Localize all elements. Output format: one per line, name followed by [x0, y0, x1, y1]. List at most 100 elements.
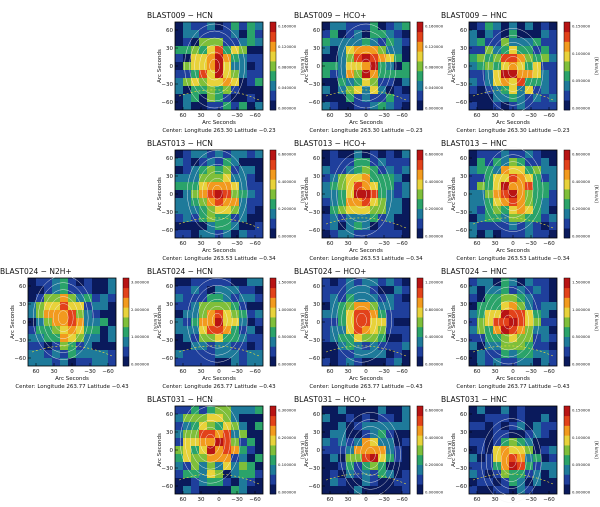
x-tick-label: 0: [364, 497, 368, 503]
y-axis-label: Arc Seconds: [304, 49, 310, 83]
panel-title: BLAST031 − HCO+: [294, 395, 366, 404]
contour-lines: [325, 277, 407, 363]
x-tick-label: 0: [364, 241, 368, 247]
colorbar: 0.150000 0.100000 0.050000 0.000000 [K km/s]: [563, 405, 599, 495]
y-tick-label: 60: [313, 156, 320, 162]
x-tick-label: 30: [51, 369, 58, 375]
colorbar-tick-label: 1.000000: [572, 307, 591, 312]
contour-lines: [31, 275, 113, 360]
x-tick-label: −60: [543, 497, 555, 503]
y-tick-label: −60: [161, 100, 173, 106]
spectral-map-panel: BLAST031 − HCO+ 60 30 0 −30 −60 Arc Seconds 60 3…: [294, 395, 452, 507]
y-tick-label: −30: [161, 82, 173, 88]
intensity-map: [322, 278, 410, 366]
colorbar-unit-label: [K km/s]: [447, 441, 452, 459]
y-tick-label: 0: [464, 448, 468, 454]
x-axis-label: Arc Seconds: [496, 376, 530, 382]
colorbar-unit-label: [K km/s]: [594, 313, 599, 331]
y-tick-label: −60: [161, 356, 173, 362]
y-tick-label: 60: [313, 412, 320, 418]
y-tick-label: 60: [460, 284, 467, 290]
x-tick-label: −30: [231, 369, 243, 375]
y-tick-label: 60: [166, 284, 173, 290]
colorbar-tick-label: 0.400000: [425, 334, 444, 339]
y-tick-label: −60: [308, 356, 320, 362]
y-tick-label: 60: [19, 284, 26, 290]
panel-title: BLAST013 − HCN: [147, 139, 213, 148]
x-tick-label: 60: [474, 369, 481, 375]
panel-title: BLAST013 − HNC: [441, 139, 507, 148]
y-tick-label: 0: [170, 320, 174, 326]
colorbar-tick-label: 0.000000: [425, 362, 444, 367]
y-tick-label: 0: [170, 64, 174, 70]
x-tick-label: 30: [345, 497, 352, 503]
panel-title: BLAST013 − HCO+: [294, 139, 366, 148]
x-tick-label: 60: [180, 241, 187, 247]
panel-title: BLAST031 − HNC: [441, 395, 507, 404]
y-tick-label: 30: [166, 174, 173, 180]
x-tick-label: −60: [396, 497, 408, 503]
intensity-map: [175, 22, 263, 110]
colorbar: 0.600000 0.400000 0.200000 0.000000 [K km/s]: [416, 149, 452, 239]
intensity-map: [322, 406, 410, 494]
colorbar-tick-label: 0.500000: [572, 334, 591, 339]
spectral-map-panel: BLAST024 − HNC 60 30 0 −30 −60 Arc Seconds 60 30…: [441, 267, 599, 390]
y-tick-label: −60: [308, 100, 320, 106]
y-tick-label: 30: [460, 174, 467, 180]
colorbar-tick-label: 0.040000: [425, 85, 444, 90]
colorbar: 0.150000 0.100000 0.050000 0.000000 [K km/s]: [563, 21, 599, 111]
spectral-map-panel: BLAST009 − HCO+ 60 30 0 −30 −60 Arc Seconds 60 3…: [294, 11, 452, 134]
colorbar-tick-label: 0.100000: [572, 435, 591, 440]
center-coordinates: Center: Longitude 263.30 Latitude −0.23: [309, 128, 423, 134]
spectral-map-panel: BLAST024 − HCN 60 30 0 −30 −60 Arc Seconds 60 30…: [147, 267, 305, 390]
contour-lines: [472, 28, 554, 113]
x-tick-label: −30: [525, 497, 537, 503]
colorbar-unit-label: [K km/s]: [447, 313, 452, 331]
x-tick-label: 0: [70, 369, 74, 375]
colorbar: 3.000000 2.000000 1.000000 0.000000 [K km/s]: [122, 277, 158, 367]
y-tick-label: 0: [317, 64, 321, 70]
y-tick-label: 0: [317, 320, 321, 326]
contour-lines: [178, 398, 260, 485]
x-tick-label: 60: [327, 497, 334, 503]
y-tick-label: 60: [166, 156, 173, 162]
x-tick-label: −30: [84, 369, 96, 375]
colorbar-tick-label: 0.400000: [425, 435, 444, 440]
x-tick-label: 30: [198, 369, 205, 375]
spectral-map-panel: BLAST013 − HCN 60 30 0 −30 −60 Arc Seconds 60 30…: [147, 139, 305, 262]
center-coordinates: Center: Longitude 263.53 Latitude −0.34: [456, 256, 570, 262]
intensity-map: [175, 150, 263, 238]
y-tick-label: −60: [455, 228, 467, 234]
y-tick-label: −60: [14, 356, 26, 362]
colorbar-tick-label: 0.120000: [425, 44, 444, 49]
x-tick-label: 0: [511, 113, 515, 119]
colorbar-tick-label: 0.000000: [572, 234, 591, 239]
y-tick-label: −30: [455, 338, 467, 344]
x-tick-label: −30: [231, 497, 243, 503]
y-axis-label: Arc Seconds: [451, 49, 457, 83]
x-tick-label: 60: [180, 113, 187, 119]
colorbar-unit-label: [K km/s]: [300, 441, 305, 459]
spectral-map-panel: BLAST031 − HCN 60 30 0 −30 −60 Arc Seconds 60 30…: [147, 395, 305, 507]
y-tick-label: 0: [317, 192, 321, 198]
colorbar-tick-label: 0.080000: [278, 65, 297, 70]
y-tick-label: 60: [460, 412, 467, 418]
x-tick-label: 0: [217, 241, 221, 247]
y-axis-label: Arc Seconds: [157, 433, 163, 467]
y-tick-label: 30: [19, 302, 26, 308]
y-axis-label: Arc Seconds: [10, 305, 16, 339]
intensity-map: [175, 406, 263, 494]
colorbar-tick-label: 0.100000: [278, 462, 297, 467]
x-tick-label: 30: [492, 241, 499, 247]
x-tick-label: −30: [378, 497, 390, 503]
y-tick-label: 60: [313, 28, 320, 34]
panel-title: BLAST031 − HCN: [147, 395, 213, 404]
center-coordinates: Center: Longitude 263.77 Latitude −0.43: [15, 384, 129, 390]
y-tick-label: 0: [464, 64, 468, 70]
x-tick-label: 30: [345, 369, 352, 375]
intensity-map: [469, 150, 557, 238]
x-tick-label: −60: [396, 113, 408, 119]
x-tick-label: 60: [327, 369, 334, 375]
x-tick-label: 0: [217, 497, 221, 503]
y-tick-label: −30: [455, 82, 467, 88]
